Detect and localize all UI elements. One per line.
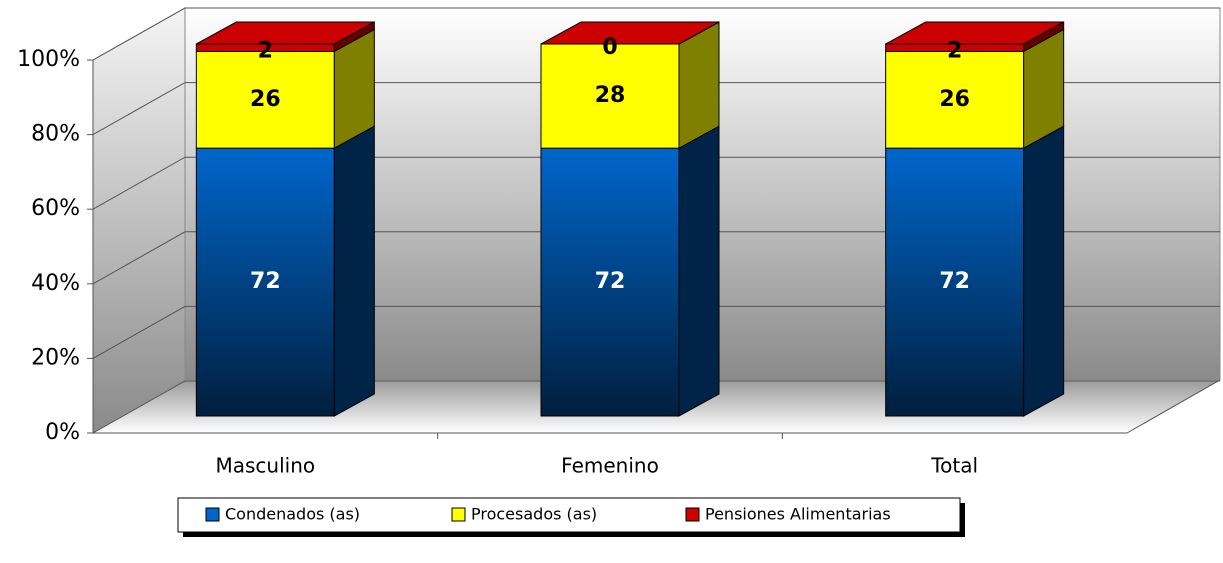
grid-line: [92, 231, 1220, 285]
y-tick-label: 80%: [31, 122, 80, 147]
data-label: 2: [947, 39, 962, 64]
legend-label: Condenados (as): [225, 505, 360, 524]
y-tick-label: 40%: [31, 271, 80, 296]
bar-side: [1023, 125, 1065, 417]
grid-line: [92, 7, 1220, 61]
x-tick-label: Total: [930, 454, 978, 478]
grid-line: [92, 380, 1220, 434]
legend-label: Procesados (as): [471, 505, 597, 524]
grid-line: [92, 156, 1220, 210]
side-wall: [92, 7, 186, 434]
floor-edge: [1126, 379, 1221, 434]
bar-segment: [540, 43, 680, 149]
y-tick-label: 60%: [31, 196, 80, 221]
bar-top: [196, 21, 375, 45]
data-label: 72: [250, 269, 281, 294]
x-tick-label: Masculino: [216, 454, 316, 478]
bar-segment: [885, 50, 1025, 149]
data-label: 72: [939, 269, 970, 294]
y-tick-label: 100%: [17, 47, 80, 72]
legend: Condenados (as) Procesados (as) Pensiones …: [177, 497, 965, 537]
legend-swatch: [205, 507, 220, 522]
bar-top: [885, 21, 1064, 45]
data-label: 26: [939, 87, 970, 112]
bar-segment: [195, 50, 335, 149]
data-label: 26: [250, 87, 281, 112]
data-label: 28: [595, 83, 626, 108]
legend-swatch: [451, 507, 466, 522]
data-label: 72: [595, 269, 626, 294]
bar-segment: [885, 147, 1025, 417]
x-tick-label: Femenino: [561, 454, 659, 478]
grid-line: [92, 82, 1220, 136]
bar-segment: [540, 147, 680, 417]
grid-line: [92, 305, 1220, 359]
legend-label: Pensiones Alimentarias: [705, 505, 891, 524]
legend-swatch: [685, 507, 700, 522]
data-label: 2: [258, 39, 273, 64]
y-tick-label: 0%: [45, 420, 80, 445]
legend-box: [177, 497, 961, 533]
bar-side: [333, 125, 375, 417]
data-label: 0: [602, 35, 617, 60]
bar-side: [678, 125, 720, 417]
y-tick-label: 20%: [31, 345, 80, 370]
bar-top: [540, 21, 720, 45]
